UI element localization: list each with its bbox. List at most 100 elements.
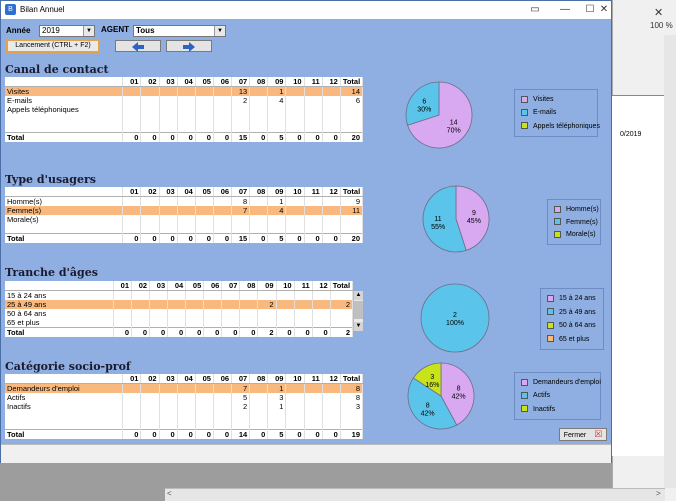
table-cell [285, 196, 305, 206]
column-header[interactable]: 02 [131, 281, 151, 291]
table-cell [185, 318, 205, 328]
table-row[interactable]: 50 à 64 ans [5, 309, 354, 318]
launch-button[interactable]: Lancement (CTRL + F2) [6, 39, 100, 53]
chevron-down-icon[interactable]: ▼ [214, 26, 225, 36]
column-header[interactable]: 06 [213, 187, 233, 197]
column-header[interactable]: 10 [285, 374, 305, 384]
background-horizontal-scrollbar[interactable] [165, 488, 665, 501]
table-cell [257, 309, 277, 318]
background-close-icon[interactable]: ✕ [654, 7, 664, 19]
column-header[interactable]: 04 [177, 187, 196, 197]
annee-label: Année [6, 26, 31, 35]
table-row[interactable]: Inactifs 2 1 3 [5, 402, 364, 411]
table-row[interactable]: Visites 13 1 14 [5, 86, 364, 96]
column-header[interactable]: 02 [140, 77, 160, 87]
column-header[interactable]: 01 [113, 281, 133, 291]
background-vertical-scrollbar[interactable] [664, 35, 676, 488]
table-cell [340, 105, 364, 114]
column-header[interactable]: 09 [267, 187, 287, 197]
column-header[interactable]: 04 [167, 281, 187, 291]
column-header[interactable]: 09 [267, 77, 287, 87]
column-header[interactable]: 05 [195, 187, 214, 197]
table-row[interactable]: Appels téléphoniques [5, 105, 364, 114]
scroll-up-icon[interactable]: ▲ [354, 291, 363, 300]
next-button[interactable] [166, 40, 212, 52]
table-cell [131, 290, 151, 300]
table-row[interactable]: Femme(s) 7 4 11 [5, 206, 364, 215]
column-header[interactable]: 03 [159, 374, 178, 384]
column-header[interactable]: 06 [203, 281, 223, 291]
table-row[interactable]: Morale(s) [5, 215, 364, 224]
legend-item: Homme(s) [554, 205, 599, 215]
restore-icon[interactable]: ▭ [530, 4, 540, 15]
maximize-icon[interactable]: ☐ [585, 4, 595, 15]
column-header[interactable]: 12 [312, 281, 331, 291]
chevron-down-icon[interactable]: ▼ [83, 26, 94, 36]
total-cell: 0 [177, 429, 196, 439]
column-header[interactable]: 11 [304, 374, 323, 384]
column-header[interactable]: 11 [304, 77, 323, 87]
column-header[interactable]: 04 [177, 77, 196, 87]
column-header[interactable]: 09 [257, 281, 277, 291]
table-row[interactable]: 65 et plus [5, 318, 354, 328]
close-icon[interactable]: ✕ [599, 4, 609, 15]
column-header[interactable]: 05 [185, 281, 205, 291]
column-header[interactable]: 11 [294, 281, 313, 291]
table-cell [213, 196, 233, 206]
table-cell [231, 105, 251, 114]
table-row[interactable]: 25 à 49 ans 2 2 [5, 300, 354, 309]
column-header[interactable]: 03 [149, 281, 169, 291]
column-header[interactable]: 07 [231, 374, 251, 384]
column-header[interactable]: 12 [322, 374, 341, 384]
column-header[interactable]: Total [340, 77, 364, 87]
column-header[interactable]: 01 [122, 77, 142, 87]
table-cell [203, 318, 223, 328]
column-header[interactable]: 03 [159, 187, 178, 197]
table-cell [312, 290, 331, 300]
previous-button[interactable] [115, 40, 161, 52]
table-row[interactable]: Actifs 5 3 8 [5, 393, 364, 402]
column-header[interactable]: 06 [213, 77, 233, 87]
column-header[interactable]: 05 [195, 374, 214, 384]
column-header[interactable]: 04 [177, 374, 196, 384]
table-row[interactable]: 15 à 24 ans [5, 290, 354, 300]
column-header[interactable]: 02 [140, 187, 160, 197]
column-header[interactable]: 07 [221, 281, 241, 291]
column-header[interactable]: Total [340, 374, 364, 384]
column-header[interactable]: 10 [285, 77, 305, 87]
close-button[interactable]: Fermer ☒ [559, 428, 607, 441]
table-vertical-scrollbar[interactable]: ▲ ▼ [353, 291, 363, 331]
column-header[interactable]: 08 [249, 374, 269, 384]
column-header[interactable]: Total [330, 281, 354, 291]
agent-select[interactable]: Tous ▼ [133, 25, 226, 37]
annee-select[interactable]: 2019 ▼ [39, 25, 95, 37]
column-header[interactable]: 03 [159, 77, 178, 87]
column-header[interactable]: 01 [122, 187, 142, 197]
table-row[interactable]: Demandeurs d'emploi 7 1 8 [5, 383, 364, 393]
scroll-left-arrow-icon[interactable]: < [167, 489, 172, 498]
scroll-thumb[interactable] [354, 301, 363, 319]
column-header[interactable]: 10 [276, 281, 295, 291]
scroll-down-icon[interactable]: ▼ [354, 322, 363, 331]
column-header[interactable]: 12 [322, 77, 341, 87]
column-header[interactable]: 02 [140, 374, 160, 384]
column-header[interactable]: 07 [231, 187, 251, 197]
column-header[interactable]: 01 [122, 374, 142, 384]
total-cell: 5 [267, 132, 287, 142]
column-header[interactable]: 11 [304, 187, 323, 197]
column-header[interactable]: 08 [239, 281, 259, 291]
minimize-icon[interactable]: — [560, 4, 570, 15]
table-cell [185, 300, 205, 309]
column-header[interactable]: Total [340, 187, 364, 197]
column-header[interactable]: 08 [249, 187, 269, 197]
column-header[interactable]: 09 [267, 374, 287, 384]
column-header[interactable]: 12 [322, 187, 341, 197]
column-header[interactable]: 10 [285, 187, 305, 197]
column-header[interactable]: 05 [195, 77, 214, 87]
table-row[interactable]: E-mails 2 4 6 [5, 96, 364, 105]
column-header[interactable]: 08 [249, 77, 269, 87]
scroll-right-arrow-icon[interactable]: > [656, 489, 661, 498]
column-header[interactable]: 07 [231, 77, 251, 87]
column-header[interactable]: 06 [213, 374, 233, 384]
table-row[interactable]: Homme(s) 8 1 9 [5, 196, 364, 206]
